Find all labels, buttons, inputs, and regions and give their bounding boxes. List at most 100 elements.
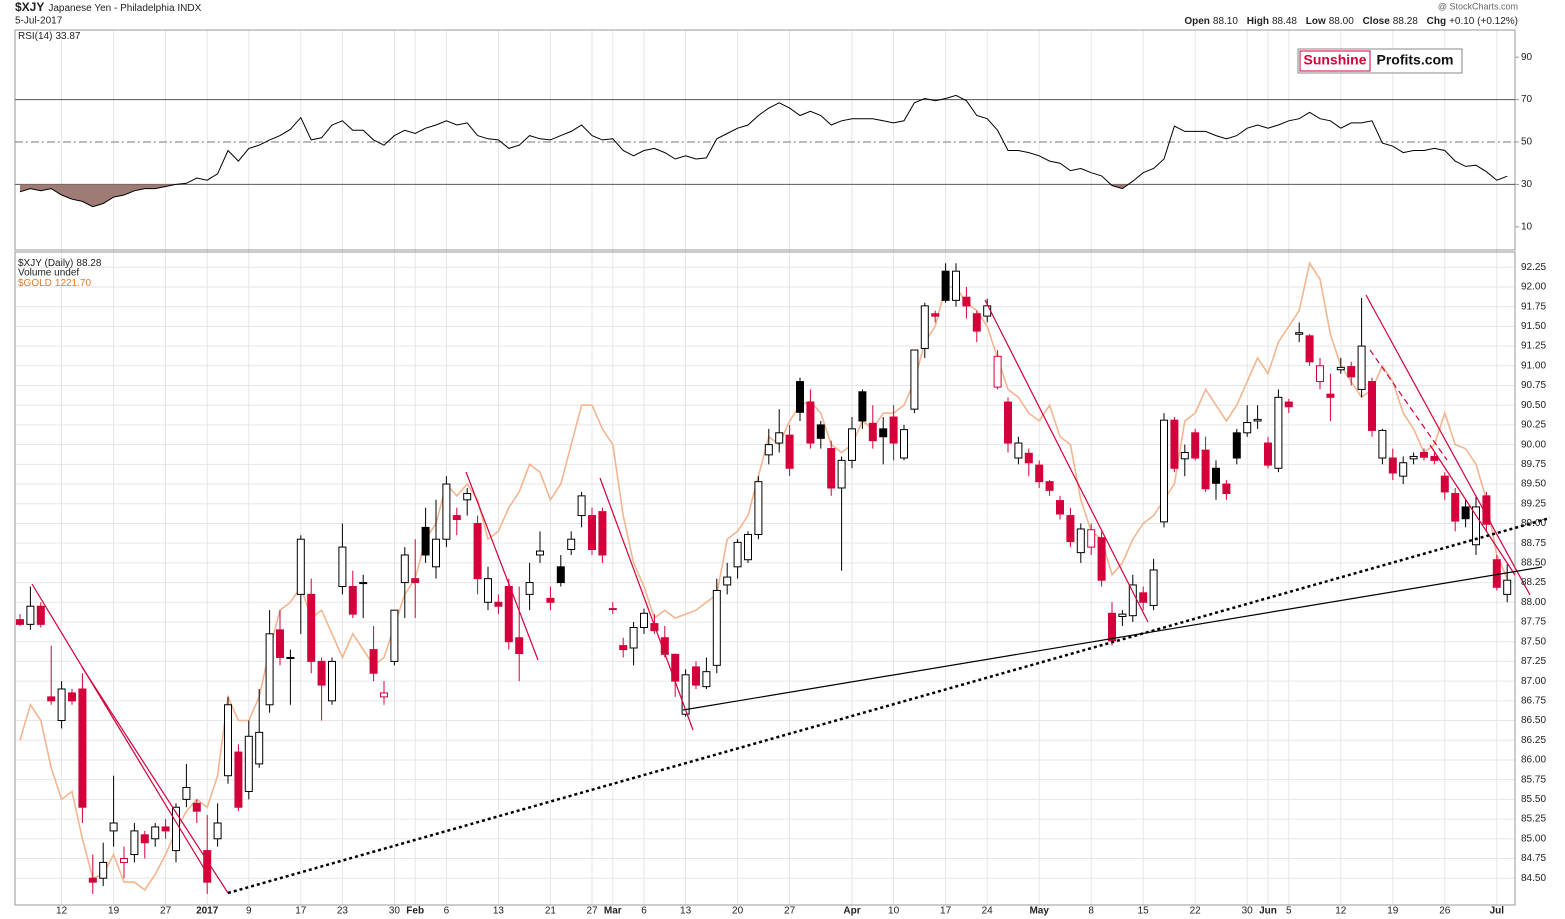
y-tick-label: 87.75 <box>1521 617 1546 628</box>
x-tick-label: Mar <box>604 906 622 917</box>
x-tick-label: Feb <box>406 906 424 917</box>
candle-body <box>536 550 544 556</box>
candle-body <box>1160 419 1168 523</box>
rsi-legend-name: RSI(14) <box>18 31 52 42</box>
y-tick-label: 88.50 <box>1521 558 1546 569</box>
candle-body <box>962 296 971 307</box>
candle-body <box>1409 455 1418 460</box>
y-tick-label: 91.50 <box>1521 321 1546 332</box>
candle-body <box>78 688 87 808</box>
price-legend: $XJY (Daily) 88.28 <box>18 258 102 269</box>
trendline <box>81 666 229 894</box>
candle-body <box>1461 506 1470 520</box>
candle-body <box>359 582 368 585</box>
candle-body <box>1128 584 1137 617</box>
quote-value: 88.00 <box>1329 16 1354 27</box>
y-tick-label: 92.25 <box>1521 262 1546 273</box>
candle-body <box>380 692 388 698</box>
price-frame <box>14 251 1516 906</box>
y-tick-label: 90.75 <box>1521 380 1546 391</box>
logo-left-box <box>1299 50 1371 72</box>
candle-body <box>712 589 721 666</box>
candle-body <box>764 444 773 456</box>
candle-body <box>494 601 503 607</box>
candle-body <box>1191 432 1200 459</box>
y-tick-label: 86.75 <box>1521 695 1546 706</box>
y-tick-label: 30 <box>1521 179 1533 190</box>
candle-body <box>567 538 576 550</box>
rsi-panel <box>15 56 1519 228</box>
y-tick-label: 86.00 <box>1521 755 1546 766</box>
trendline <box>984 299 1149 623</box>
support-line <box>682 566 1543 711</box>
candle-body <box>744 533 752 561</box>
candle-body <box>1378 429 1387 459</box>
y-tick-label: 91.75 <box>1521 301 1546 312</box>
rsi-legend: RSI(14) 33.87 <box>18 31 81 42</box>
x-tick-label: May <box>1029 906 1049 917</box>
y-tick-label: 89.75 <box>1521 459 1546 470</box>
candle-body <box>1180 452 1189 460</box>
candle-body <box>920 305 929 349</box>
y-tick-label: 88.75 <box>1521 538 1546 549</box>
title: $XJY Japanese Yen - Philadelphia INDX <box>15 0 202 14</box>
x-tick-label: Jun <box>1259 906 1277 917</box>
trendlines <box>31 294 1551 895</box>
y-tick-label: 89.00 <box>1521 518 1546 529</box>
x-tick-label: 12 <box>56 906 68 917</box>
candle-body <box>889 416 898 444</box>
candle-body <box>1045 481 1054 491</box>
y-tick-label: 88.25 <box>1521 577 1546 588</box>
y-tick-label: 85.00 <box>1521 833 1546 844</box>
trendline <box>465 471 539 661</box>
candle-body <box>858 391 867 422</box>
y-tick-label: 70 <box>1521 94 1533 105</box>
x-tick-label: 6 <box>641 906 647 917</box>
price-legend-name: $XJY (Daily) <box>18 258 73 269</box>
candle-body <box>88 877 97 883</box>
x-tick-label: 30 <box>389 906 401 917</box>
trendline <box>1429 444 1516 576</box>
candle-body <box>1222 483 1231 494</box>
x-tick-label: 6 <box>444 906 450 917</box>
candle-body <box>900 429 908 459</box>
candle-body <box>1253 418 1262 422</box>
candle-body <box>1357 345 1366 390</box>
candle-body <box>140 834 149 844</box>
candle-body <box>1274 396 1283 469</box>
candle-body <box>57 688 66 722</box>
x-tick-label: 26 <box>1439 906 1451 917</box>
candle-body <box>910 349 919 410</box>
candle-body <box>244 735 253 792</box>
candle-body <box>1024 452 1033 464</box>
candle-body <box>556 566 565 584</box>
x-tick-label: 17 <box>940 906 952 917</box>
x-tick-label: 20 <box>732 906 744 917</box>
candle-body <box>255 731 264 765</box>
candle-body <box>109 822 118 832</box>
candle-body <box>806 401 815 444</box>
candle-body <box>1472 506 1480 546</box>
candle-body <box>1004 401 1012 444</box>
date: 5-Jul-2017 <box>15 16 63 27</box>
y-tick-label: 84.50 <box>1521 873 1546 884</box>
y-tick-label: 92.00 <box>1521 282 1546 293</box>
candle-body <box>1399 462 1408 477</box>
candle-body <box>203 850 212 883</box>
candle-body <box>473 522 482 580</box>
x-tick-label: 8 <box>1088 906 1094 917</box>
candle-body <box>692 666 700 686</box>
y-tick-label: 89.25 <box>1521 498 1546 509</box>
candle-body <box>192 802 201 812</box>
candle-body <box>681 674 690 715</box>
rsi-frame <box>14 29 1516 251</box>
candle-body <box>868 422 877 442</box>
overlay-line <box>19 261 1508 892</box>
y-tick-label: 88.00 <box>1521 597 1546 608</box>
y-tick-label: 10 <box>1521 221 1533 232</box>
candle-body <box>515 637 524 655</box>
candle-body <box>36 605 45 625</box>
x-tick-label: 24 <box>982 906 994 917</box>
candle-body <box>307 593 316 662</box>
